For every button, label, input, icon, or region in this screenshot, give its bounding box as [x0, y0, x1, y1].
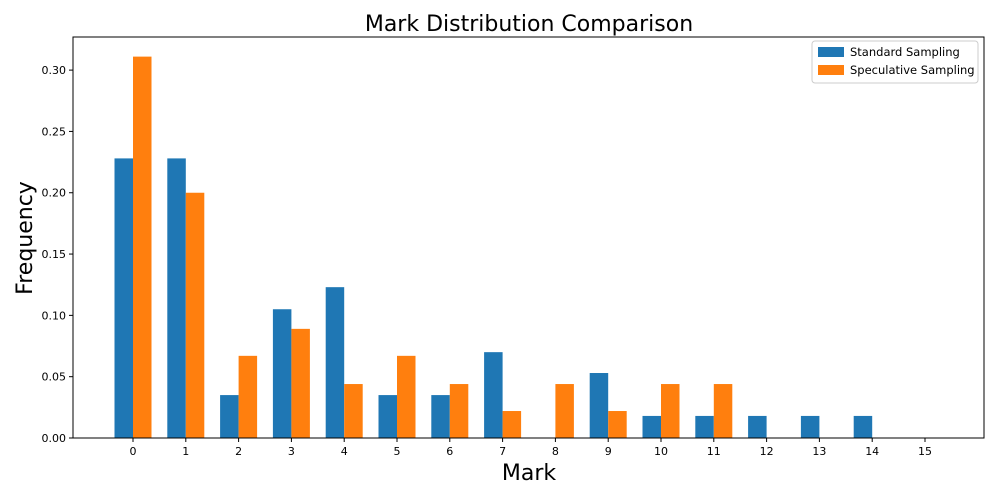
- legend-label-speculative: Speculative Sampling: [850, 63, 975, 77]
- bar-standard-6: [431, 395, 450, 438]
- x-tick-label: 11: [707, 445, 721, 458]
- bar-standard-11: [695, 415, 714, 438]
- bar-speculative-4: [344, 384, 363, 438]
- x-tick-label: 0: [130, 445, 137, 458]
- legend-swatch-speculative: [818, 65, 844, 75]
- bar-standard-0: [114, 158, 133, 438]
- bar-standard-3: [272, 309, 292, 438]
- y-tick-label: 0.20: [42, 187, 67, 200]
- y-tick-label: 0.10: [42, 309, 67, 322]
- x-tick-label: 10: [654, 445, 668, 458]
- y-tick-label: 0.25: [42, 125, 67, 138]
- x-tick-label: 7: [499, 445, 506, 458]
- legend-label-standard: Standard Sampling: [850, 45, 960, 59]
- x-tick-label: 13: [812, 445, 826, 458]
- x-tick-label: 14: [865, 445, 879, 458]
- x-tick-label: 3: [288, 445, 295, 458]
- x-tick-label: 2: [235, 445, 242, 458]
- legend: Standard Sampling Speculative Sampling: [811, 40, 979, 84]
- bar-standard-2: [220, 395, 239, 438]
- legend-swatch-standard: [818, 47, 844, 57]
- bar-speculative-10: [661, 384, 680, 438]
- bar-speculative-5: [397, 355, 416, 438]
- bar-standard-10: [642, 415, 661, 438]
- chart-title: Mark Distribution Comparison: [365, 12, 693, 37]
- x-tick-label: 6: [446, 445, 453, 458]
- bar-speculative-3: [291, 328, 310, 438]
- x-tick-label: 15: [918, 445, 932, 458]
- bar-speculative-11: [713, 384, 733, 438]
- y-tick-label: 0.15: [42, 248, 67, 261]
- bar-standard-9: [589, 373, 609, 438]
- x-tick-label: 12: [760, 445, 774, 458]
- bar-speculative-9: [608, 411, 627, 438]
- y-tick-label: 0.00: [42, 432, 67, 445]
- bar-standard-4: [325, 287, 345, 438]
- bar-speculative-7: [502, 411, 522, 438]
- bar-speculative-6: [449, 384, 469, 438]
- x-tick-label: 4: [341, 445, 348, 458]
- plot-frame: [72, 36, 985, 439]
- bar-speculative-1: [185, 192, 205, 438]
- bars-layer: [114, 56, 873, 439]
- bar-standard-1: [167, 158, 186, 438]
- bar-standard-13: [800, 415, 820, 438]
- bar-speculative-0: [133, 56, 152, 439]
- x-tick-label: 1: [182, 445, 189, 458]
- axes-layer: 0.000.050.100.150.200.250.300 1 2 3 4 5 6 7 8 9 10…: [42, 36, 985, 458]
- x-tick-label: 9: [605, 445, 612, 458]
- bar-speculative-8: [555, 384, 574, 438]
- legend-box: [811, 40, 979, 84]
- y-tick-label: 0.30: [42, 64, 67, 77]
- bar-speculative-2: [238, 355, 258, 438]
- x-tick-label: 8: [552, 445, 559, 458]
- bar-standard-7: [484, 352, 503, 438]
- bar-standard-12: [748, 415, 767, 438]
- y-axis-label: Frequency: [13, 181, 38, 295]
- y-tick-label: 0.05: [42, 371, 67, 384]
- x-axis-label: Mark: [502, 461, 557, 486]
- bar-standard-5: [378, 395, 397, 438]
- bar-standard-14: [853, 415, 873, 438]
- x-tick-label: 5: [394, 445, 401, 458]
